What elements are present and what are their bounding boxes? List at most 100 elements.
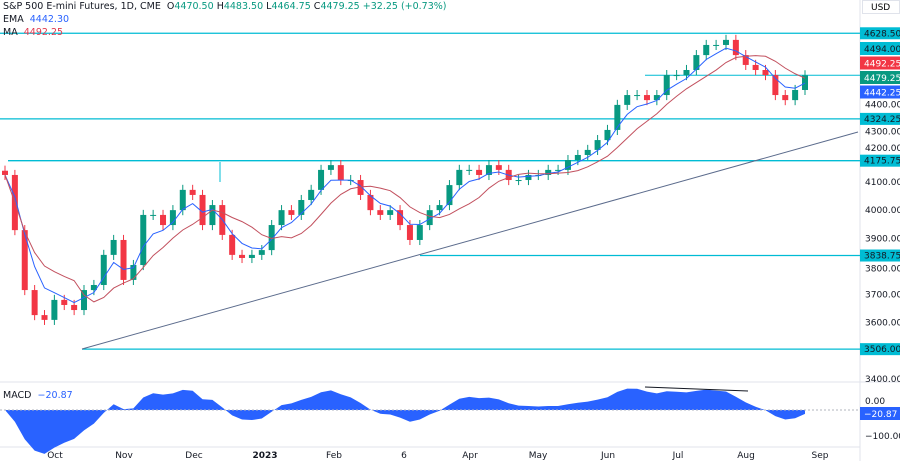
price-tag-label: 4442.25 [864, 89, 900, 99]
x-tick-label: Aug [737, 451, 755, 461]
x-tick-label: Oct [47, 451, 63, 461]
price-tag-label: 4492.25 [864, 60, 900, 70]
candle-body [713, 44, 720, 46]
candle-body [337, 165, 344, 181]
y-tick-label: 3400.00 [865, 375, 900, 385]
y-tick-label: 4300.00 [865, 128, 900, 138]
candle-body [160, 214, 167, 226]
candle-body [140, 214, 147, 266]
currency-button[interactable]: USD [862, 0, 900, 14]
macd-value-tag-label: −20.87 [864, 410, 897, 420]
low-label: L [266, 1, 272, 12]
ema-value: 4442.30 [29, 14, 70, 25]
candle-body [466, 169, 473, 171]
candle-body [268, 225, 275, 251]
candle-body [693, 55, 700, 71]
level-price-tag-label: 4175.75 [864, 157, 900, 167]
currency-label: USD [871, 3, 891, 13]
x-tick-label: Nov [115, 451, 133, 461]
level-price-tag-label: 4628.50 [864, 29, 900, 39]
high-label: H [216, 1, 224, 12]
candle-body [21, 230, 28, 291]
macd-value-tag [860, 407, 900, 420]
level-price-tag [860, 27, 900, 40]
candle-body [653, 95, 660, 101]
y-tick-label: 4400.00 [865, 101, 900, 111]
candle-body [169, 210, 176, 226]
trendline [81, 131, 859, 350]
candle-body [752, 64, 759, 71]
candle-body [643, 95, 650, 101]
macd-label: MACD [3, 390, 32, 401]
macd-legend[interactable]: MACD −20.87 [3, 390, 73, 401]
candle-body [298, 200, 305, 215]
x-tick-label: 6 [401, 451, 407, 461]
macd-tick-label: 0.00 [865, 397, 885, 407]
candle-body [71, 304, 78, 311]
candle-body [594, 140, 601, 150]
candle-body [426, 210, 433, 226]
candle-body [308, 189, 315, 201]
candle-body [476, 169, 483, 175]
candle-body [397, 210, 404, 226]
candle-body [485, 165, 492, 175]
y-tick-label: 3900.00 [865, 234, 900, 244]
ema-line [4, 47, 806, 304]
candle-body [209, 205, 216, 226]
level-price-tag [860, 154, 900, 167]
x-tick-label: Dec [185, 451, 202, 461]
candle-body [179, 189, 186, 211]
level-price-tag-label: 4324.25 [864, 115, 900, 125]
candle-body [762, 70, 769, 76]
price-tag-label: 4479.25 [864, 74, 900, 84]
candle-body [81, 290, 88, 311]
candle-body [120, 239, 127, 280]
price-tag-label: 4494.00 [864, 45, 900, 55]
candle-body [802, 75, 808, 90]
y-tick-label: 3700.00 [865, 291, 900, 301]
candle-body [722, 39, 729, 45]
candle-body [604, 129, 611, 141]
candle-body [239, 254, 246, 258]
ema-label: EMA [3, 14, 24, 25]
price-tag [860, 42, 900, 55]
candle-body [318, 169, 325, 190]
level-price-tag [860, 343, 900, 356]
ema-legend[interactable]: EMA 4442.30 [3, 14, 69, 25]
candle-body [732, 39, 739, 56]
candle-body [51, 299, 58, 320]
candle-body [772, 75, 779, 96]
y-tick-label: 3800.00 [865, 264, 900, 274]
x-tick-label: 2023 [252, 451, 277, 461]
symbol-title: S&P 500 E-mini Futures, 1D, CME [3, 1, 161, 12]
candle-body [189, 189, 196, 195]
y-tick-label: 4000.00 [865, 206, 900, 216]
candle-body [278, 210, 285, 226]
candle-body [357, 180, 364, 195]
x-tick-label: Apr [462, 451, 478, 461]
change-value: +32.25 (+0.73%) [362, 1, 447, 12]
candle-body [663, 75, 670, 96]
candle-body [446, 185, 453, 206]
macd-divergence-line [644, 386, 749, 392]
open-label: O [166, 1, 175, 12]
candle-body [683, 70, 690, 76]
close-label: C [313, 1, 321, 12]
candle-body [584, 149, 591, 155]
candle-body [31, 290, 38, 316]
candle-body [100, 254, 107, 285]
ma-label: MA [3, 27, 18, 38]
candle-body [782, 95, 789, 101]
ma-legend[interactable]: MA 4492.25 [3, 27, 63, 38]
candle-body [288, 210, 295, 215]
candle-body [614, 104, 621, 130]
candle-body [2, 170, 8, 175]
candle-body [229, 234, 236, 255]
candle-body [150, 214, 157, 216]
y-tick-label: 3600.00 [865, 319, 900, 329]
candle-body [673, 75, 680, 77]
candle-body [248, 254, 255, 258]
price-tag [860, 71, 900, 84]
